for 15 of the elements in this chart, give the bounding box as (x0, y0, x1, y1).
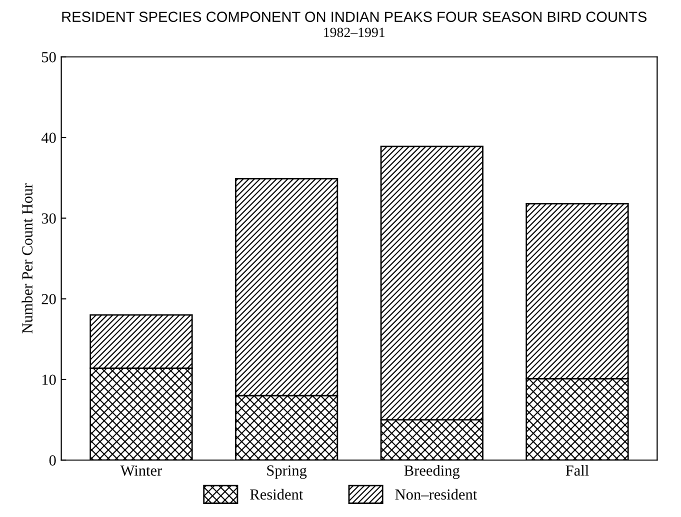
x-tick-label: Spring (267, 465, 307, 479)
chart-title: RESIDENT SPECIES COMPONENT ON INDIAN PEAKS FOUR SEASON BIRD COUNTS (62, 12, 647, 22)
y-tick-label: 30 (42, 213, 56, 224)
y-tick-label: 0 (49, 455, 56, 466)
legend-label: Non–resident (395, 488, 478, 500)
x-tick-label: Winter (120, 465, 162, 476)
y-axis-title: Number Per Count Hour (22, 183, 32, 334)
legend-label: Resident (250, 488, 304, 500)
y-tick-label: 10 (42, 374, 56, 385)
x-tick-label: Breeding (404, 464, 460, 479)
chart-subtitle: 1982–1991 (324, 28, 385, 38)
y-tick-label: 20 (42, 294, 56, 304)
y-tick-label: 40 (41, 132, 56, 143)
x-tick-label: Fall (566, 464, 589, 476)
y-tick-label: 50 (42, 52, 56, 62)
